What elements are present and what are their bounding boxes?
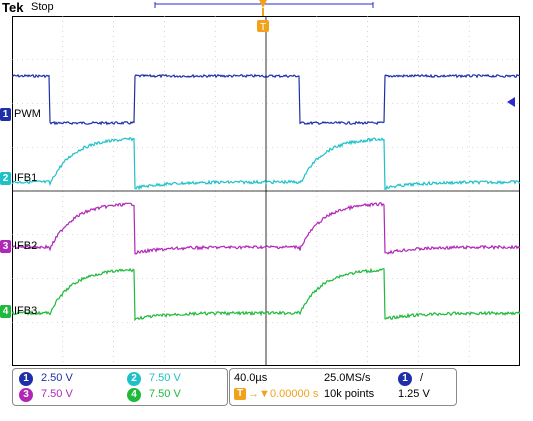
trace: [12, 202, 520, 255]
ch3-marker-icon[interactable]: 3: [0, 240, 11, 253]
ch1-marker-icon[interactable]: 1: [0, 108, 11, 121]
ch2-scale: 7.50 V: [149, 372, 181, 384]
record-length: 10k points: [324, 388, 375, 400]
ch3-label: IFB2: [14, 240, 38, 252]
trigger-level-icon: [507, 97, 515, 107]
trigger-slope-icon: /: [420, 372, 424, 384]
trigger-delay-arrow-icon: →▼: [248, 388, 270, 400]
traces: [12, 73, 520, 322]
ch1-chip: 1: [19, 372, 33, 386]
trigger-level: 1.25 V: [398, 388, 430, 400]
graticule-grid: [12, 16, 520, 366]
trigger-position-chip: T: [234, 388, 246, 400]
ch4-scale: 7.50 V: [149, 388, 181, 400]
brand-logo: Tek: [2, 0, 24, 15]
time-per-div: 40.0µs: [234, 372, 268, 384]
trace: [12, 136, 520, 191]
trigger-marker-icon: [257, 20, 269, 32]
waveform-display[interactable]: [12, 16, 520, 366]
trigger-source-chip: 1: [398, 372, 412, 386]
ch3-chip: 3: [19, 388, 33, 402]
vertical-scale-box[interactable]: 1 2.50 V 2 7.50 V 3 7.50 V 4 7.50 V: [12, 368, 228, 406]
trigger-position-icon: [259, 0, 267, 8]
horizontal-box[interactable]: 40.0µs 25.0MS/s T →▼ 0.00000 s 10k point…: [229, 368, 457, 406]
status-bar: Tek Stop: [0, 0, 533, 16]
trace: [12, 267, 520, 322]
acquisition-state: Stop: [31, 1, 54, 13]
ch2-label: IFB1: [14, 172, 38, 184]
sample-rate: 25.0MS/s: [324, 372, 371, 384]
trigger-marker-letter: T: [260, 22, 266, 33]
ch4-marker-icon[interactable]: 4: [0, 305, 11, 318]
horizontal-position: 0.00000 s: [270, 388, 319, 400]
trace: [12, 73, 520, 126]
ch2-chip: 2: [127, 372, 141, 386]
ch1-scale: 2.50 V: [41, 372, 73, 384]
readout-panel: 1 2.50 V 2 7.50 V 3 7.50 V 4 7.50 V 40.0…: [12, 368, 520, 408]
ch3-scale: 7.50 V: [41, 388, 73, 400]
record-overlay: T: [154, 0, 374, 33]
ch1-label: PWM: [14, 108, 41, 120]
ch4-chip: 4: [127, 388, 141, 402]
ch2-marker-icon[interactable]: 2: [0, 172, 11, 185]
ch4-label: IFB3: [14, 305, 38, 317]
